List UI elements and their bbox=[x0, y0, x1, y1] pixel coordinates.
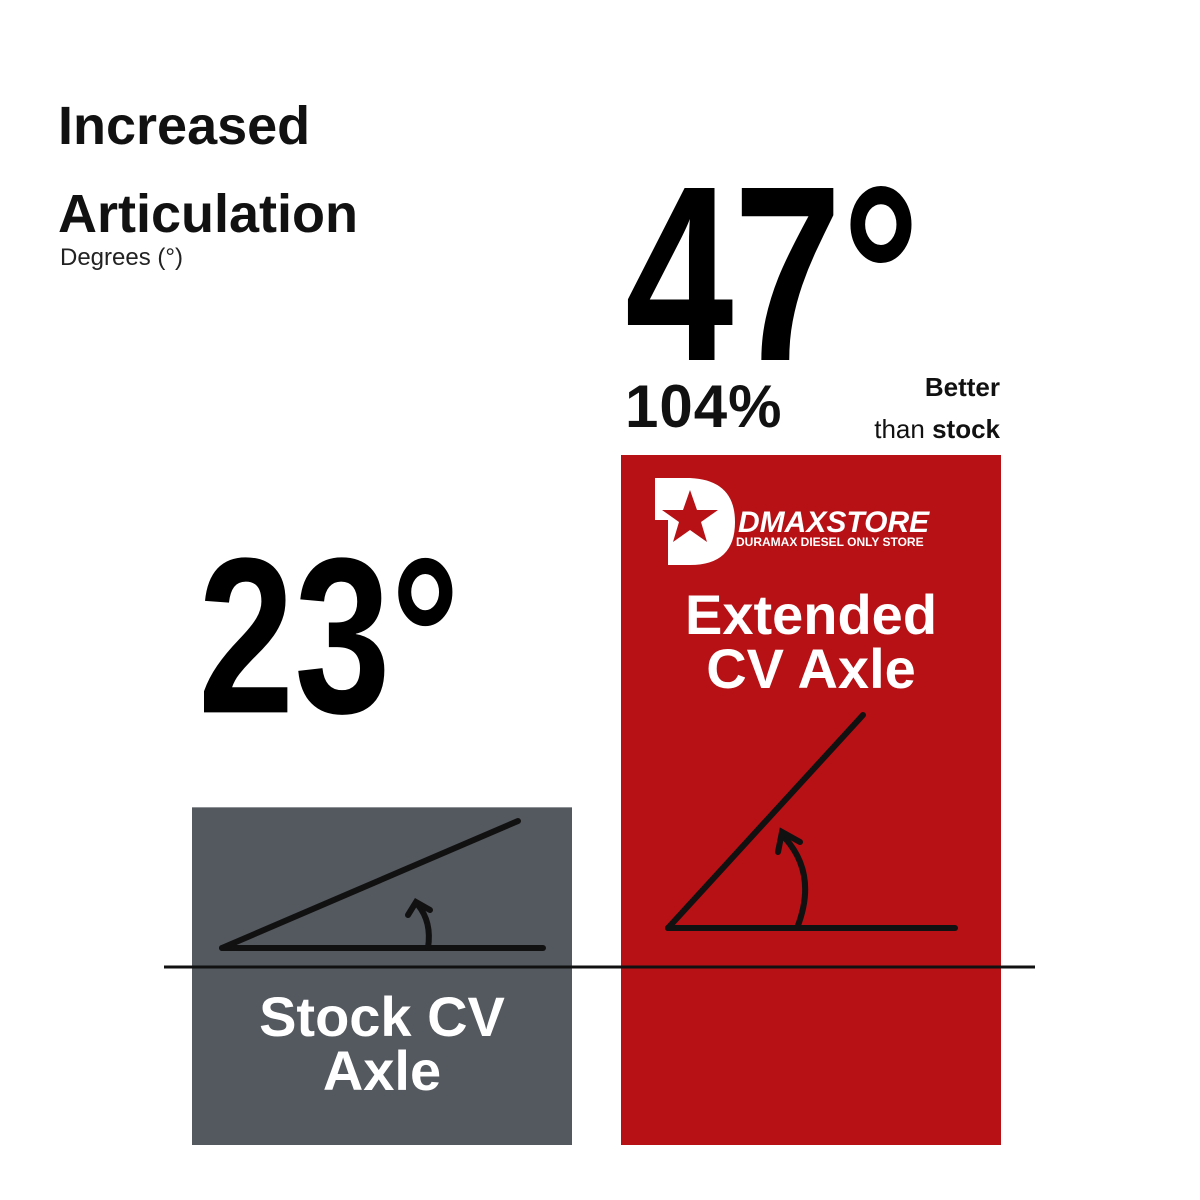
chart-subtitle: Degrees (°) bbox=[60, 244, 183, 271]
bars bbox=[192, 455, 1001, 1145]
logo bbox=[655, 478, 735, 565]
angle-stock bbox=[219, 818, 546, 951]
annotation: 104% bbox=[625, 373, 783, 440]
logo-name: DMAXSTORE bbox=[738, 506, 930, 539]
bar bbox=[621, 455, 1001, 1145]
annotation-note: Better than stock bbox=[820, 366, 1000, 450]
category-label: Extended CV Axle bbox=[684, 583, 938, 700]
chart-title: Increased Articulation bbox=[58, 96, 359, 244]
note-line1: Better bbox=[924, 372, 1000, 402]
angle-extended bbox=[665, 712, 958, 931]
bar bbox=[192, 807, 572, 1145]
value-label: 23° bbox=[198, 513, 460, 761]
logo-tagline: DURAMAX DIESEL ONLY STORE bbox=[736, 535, 924, 549]
note-line2: than bbox=[874, 414, 925, 444]
note-bold: stock bbox=[932, 414, 1000, 444]
value-label: 47° bbox=[625, 134, 920, 414]
category-label: Stock CV Axle bbox=[259, 985, 505, 1102]
